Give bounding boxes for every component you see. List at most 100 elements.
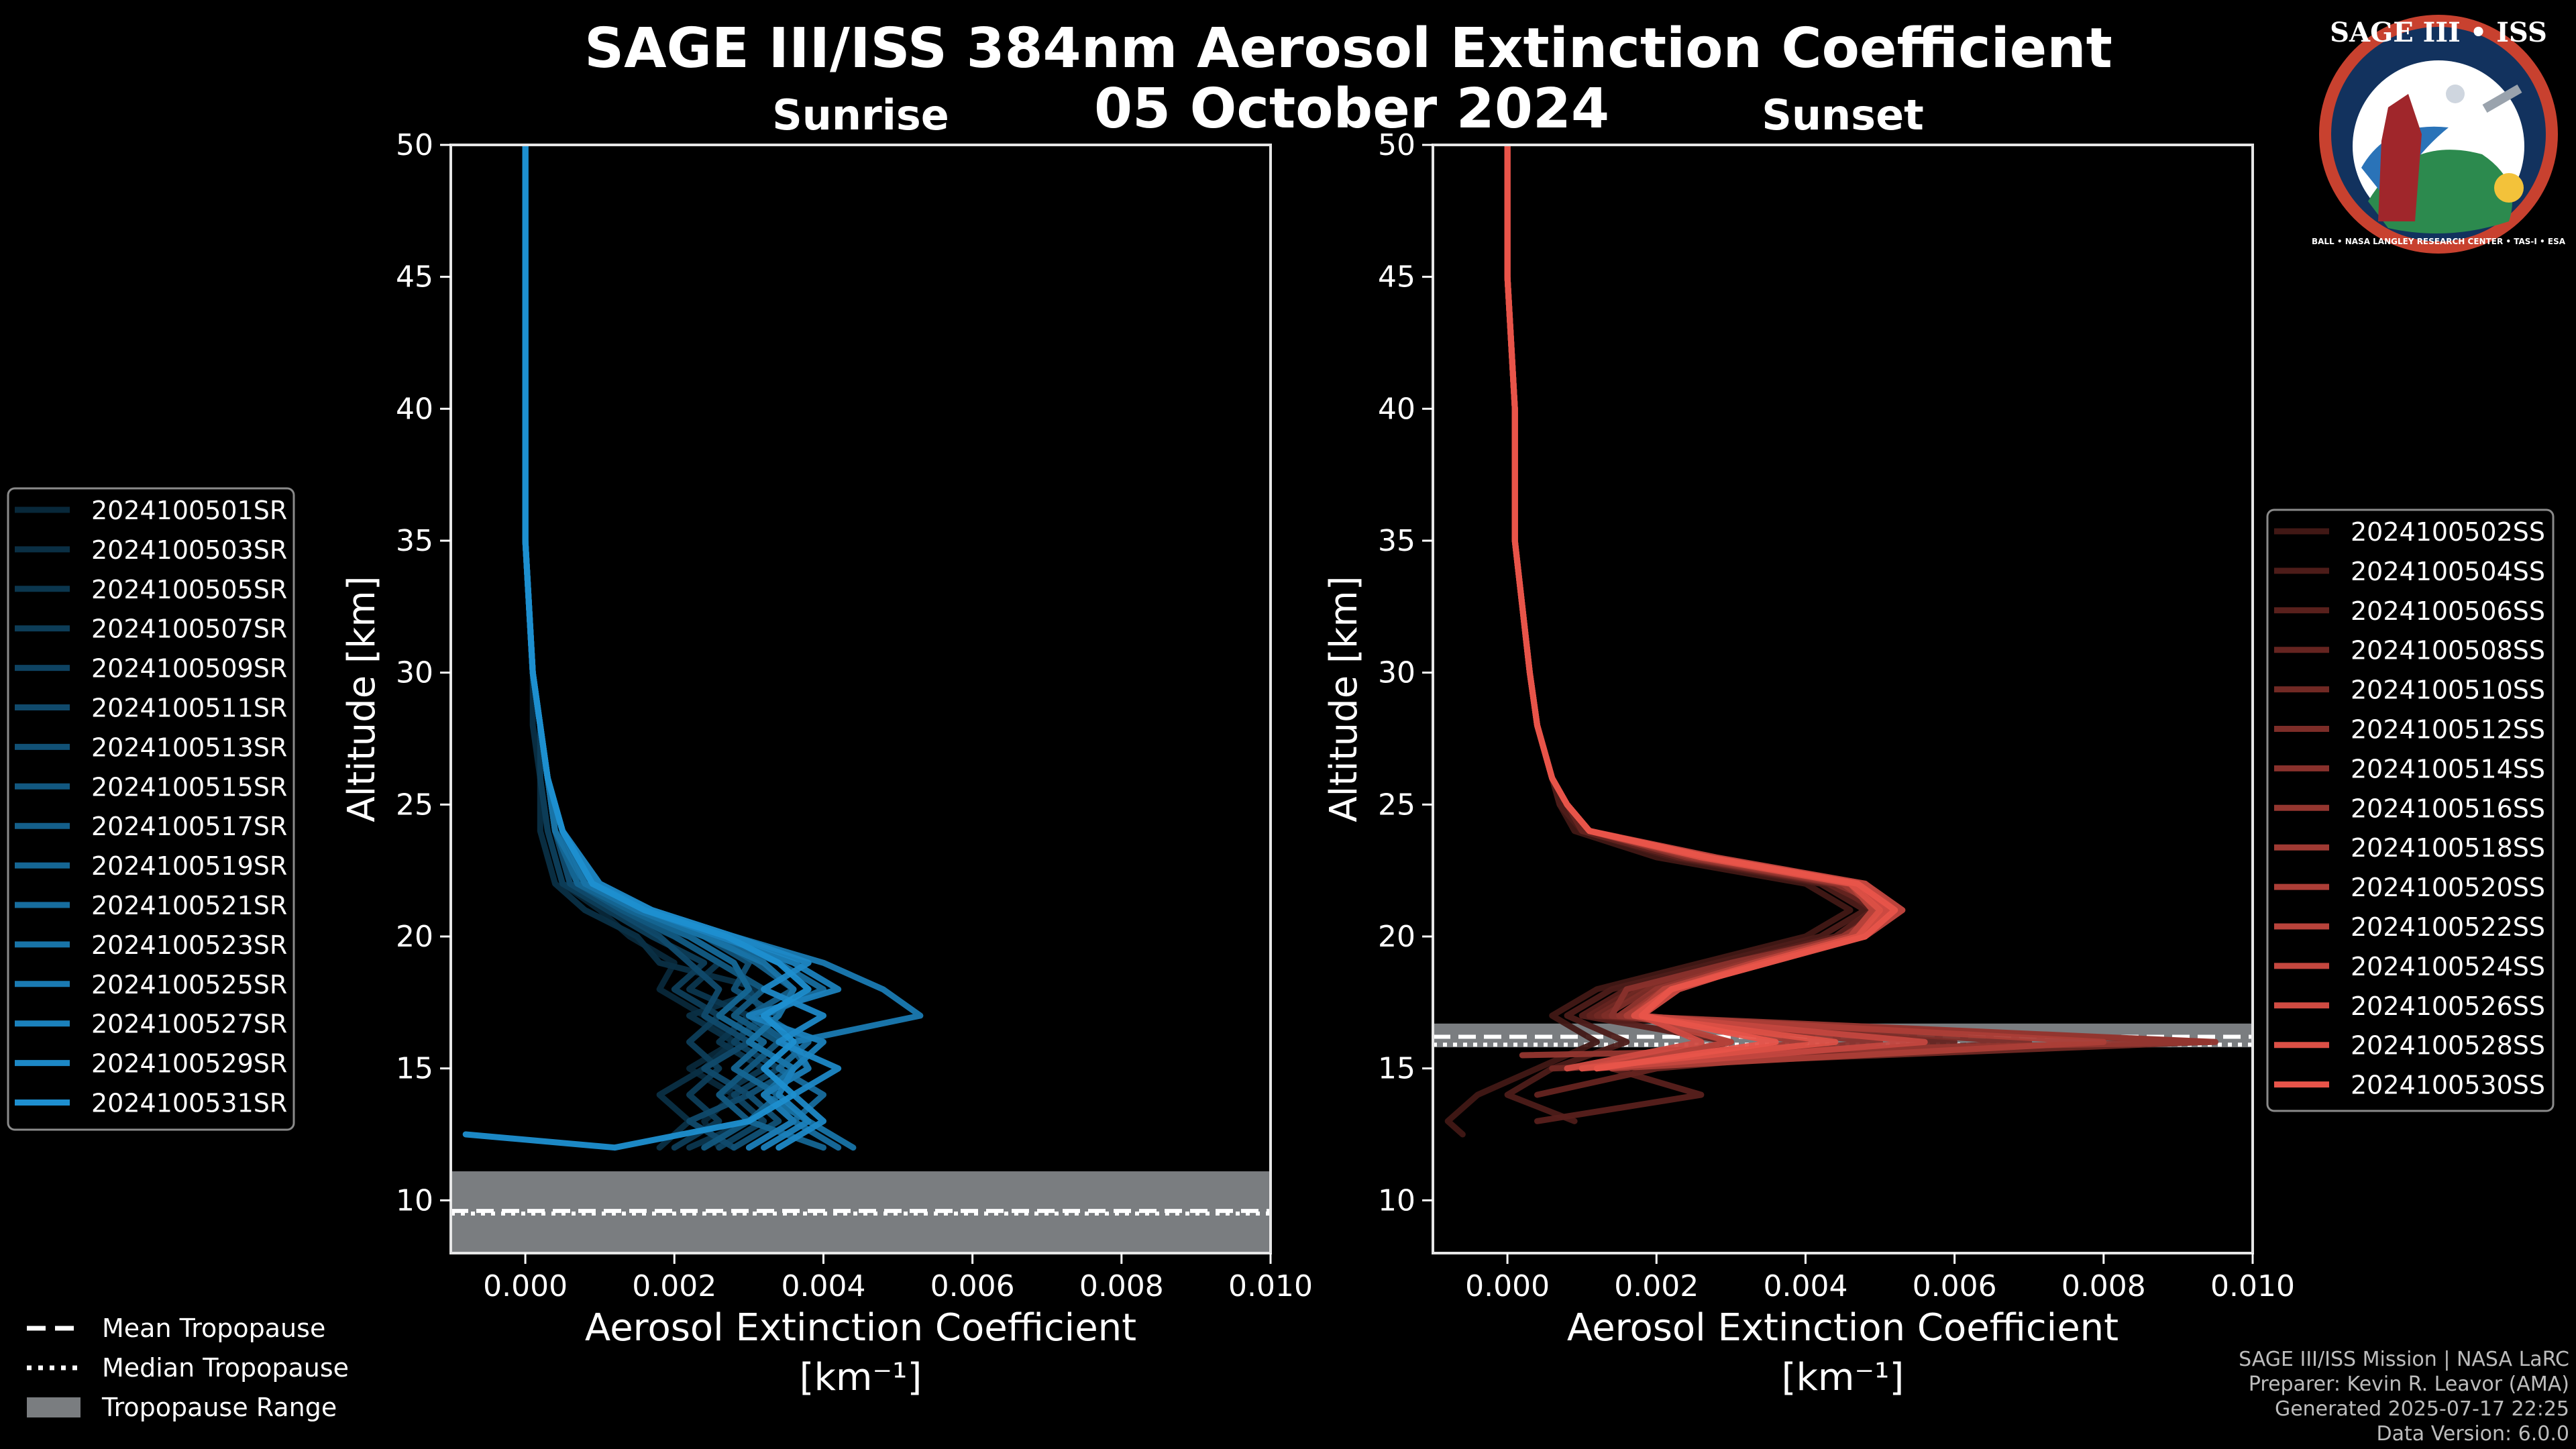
y-tick-label: 50: [396, 128, 433, 162]
y-tick-label: 40: [396, 392, 433, 426]
sunset-x-ticks: 0.000 0.002 0.004 0.006 0.008 0.010: [1465, 1253, 2295, 1303]
sunset-y-label: Altitude [km]: [1322, 576, 1366, 822]
main-title-line2: 05 October 2024: [1094, 77, 1609, 141]
x-tick-label: 0.000: [1465, 1269, 1550, 1303]
legend-label-2024100523SR: 2024100523SR: [91, 930, 287, 960]
legend-label-2024100515SR: 2024100515SR: [91, 772, 287, 802]
sunrise-plot-bg: [451, 145, 1271, 1253]
sunset-x-unit: [km⁻¹]: [1782, 1356, 1904, 1399]
x-tick-label: 0.008: [1079, 1269, 1164, 1303]
sage-iii-iss-logo: SAGE III • ISS BALL • NASA LANGLEY RESEA…: [2312, 15, 2566, 254]
legend-label-2024100521SR: 2024100521SR: [91, 891, 287, 920]
legend-label-2024100501SR: 2024100501SR: [91, 496, 287, 525]
legend-label-2024100507SR: 2024100507SR: [91, 614, 287, 644]
y-tick-label: 25: [1378, 788, 1415, 822]
legend-label-2024100510SS: 2024100510SS: [2351, 676, 2545, 705]
sunrise-subtitle: Sunrise: [772, 91, 949, 140]
mean-tropopause-label: Mean Tropopause: [102, 1313, 325, 1343]
y-tick-label: 40: [1378, 392, 1415, 426]
legend-label-2024100531SR: 2024100531SR: [91, 1089, 287, 1118]
legend-label-2024100520SS: 2024100520SS: [2351, 873, 2545, 902]
sunset-y-ticks: 10 15 20 25 30 35 40 45 50: [1378, 128, 1433, 1218]
median-tropopause-label: Median Tropopause: [102, 1353, 349, 1383]
sunrise-profiles: [462, 145, 924, 1151]
legend-label-2024100514SS: 2024100514SS: [2351, 754, 2545, 784]
y-tick-label: 30: [396, 656, 433, 690]
sunrise-x-label: Aerosol Extinction Coefficient: [585, 1306, 1136, 1350]
legend-label-2024100517SR: 2024100517SR: [91, 812, 287, 841]
wizard-figure-icon: [2378, 94, 2422, 221]
legend-label-2024100526SS: 2024100526SS: [2351, 991, 2545, 1021]
sunset-plot-frame: [1432, 144, 2254, 1254]
legend-label-2024100503SR: 2024100503SR: [91, 535, 287, 565]
sunset-profiles: [1444, 145, 2218, 1138]
profile-2024100530SS: [1504, 145, 1898, 1072]
tropopause-range-swatch: [27, 1397, 80, 1417]
legend-label-2024100519SR: 2024100519SR: [91, 851, 287, 881]
y-tick-label: 15: [396, 1052, 433, 1086]
sunset-plot-bg: [1433, 145, 2253, 1253]
sunrise-legend: 2024100501SR 2024100503SR 2024100505SR 2024…: [7, 487, 295, 1131]
legend-label-2024100530SS: 2024100530SS: [2351, 1071, 2545, 1100]
x-tick-label: 0.002: [632, 1269, 716, 1303]
y-tick-label: 45: [1378, 260, 1415, 294]
x-tick-label: 0.000: [483, 1269, 568, 1303]
x-tick-label: 0.004: [781, 1269, 865, 1303]
legend-label-2024100502SS: 2024100502SS: [2351, 517, 2545, 547]
legend-label-2024100506SS: 2024100506SS: [2351, 596, 2545, 626]
tropopause-legend: Mean Tropopause Median Tropopause Tropop…: [27, 1313, 349, 1422]
y-tick-label: 25: [396, 788, 433, 822]
legend-label-2024100518SS: 2024100518SS: [2351, 833, 2545, 863]
sunrise-y-label: Altitude [km]: [340, 576, 384, 822]
legend-label-2024100525SR: 2024100525SR: [91, 970, 287, 1000]
y-tick-label: 20: [396, 920, 433, 954]
profile-2024100531SR: [462, 145, 812, 1151]
credit-generated: Generated 2025-07-17 22:25: [2275, 1397, 2569, 1421]
x-tick-label: 0.006: [1913, 1269, 1997, 1303]
y-tick-label: 20: [1378, 920, 1415, 954]
sunset-legend-box: [2266, 508, 2555, 1112]
x-tick-label: 0.006: [930, 1269, 1015, 1303]
sunset-subtitle: Sunset: [1762, 91, 1924, 140]
y-tick-label: 50: [1378, 128, 1415, 162]
legend-label-2024100528SS: 2024100528SS: [2351, 1031, 2545, 1061]
sun-icon: [2494, 173, 2524, 203]
legend-label-2024100516SS: 2024100516SS: [2351, 794, 2545, 823]
y-tick-label: 10: [396, 1183, 433, 1218]
sunset-panel: Sunset 0.000 0.002 0.004 0.006 0.008 0.010 10…: [1322, 91, 2295, 1399]
sunrise-legend-box: [7, 487, 295, 1131]
sunrise-tropopause-layer: [451, 1171, 1271, 1253]
sunrise-panel: Sunrise 0.000 0.002 0.004 0.006 0.008 0.010 1…: [340, 91, 1313, 1399]
logo-name: SAGE III • ISS: [2330, 17, 2547, 48]
legend-label-2024100505SR: 2024100505SR: [91, 575, 287, 604]
sunrise-x-unit: [km⁻¹]: [800, 1356, 922, 1399]
x-tick-label: 0.010: [2210, 1269, 2295, 1303]
legend-label-2024100504SS: 2024100504SS: [2351, 557, 2545, 586]
sunset-legend: 2024100502SS 2024100504SS 2024100506SS 2024…: [2266, 508, 2555, 1112]
sunset-legend-entries: 2024100502SS 2024100504SS 2024100506SS 2024…: [2274, 517, 2545, 1100]
credit-mission: SAGE III/ISS Mission | NASA LaRC: [2239, 1348, 2569, 1371]
y-tick-label: 10: [1378, 1183, 1415, 1218]
y-tick-label: 45: [396, 260, 433, 294]
x-tick-label: 0.008: [2061, 1269, 2146, 1303]
main-title-line1: SAGE III/ISS 384nm Aerosol Extinction Co…: [584, 17, 2112, 80]
legend-label-2024100527SR: 2024100527SR: [91, 1010, 287, 1039]
y-tick-label: 35: [396, 524, 433, 558]
legend-label-2024100509SR: 2024100509SR: [91, 654, 287, 684]
credit-preparer: Preparer: Kevin R. Leavor (AMA): [2249, 1373, 2569, 1396]
credit-version: Data Version: 6.0.0: [2377, 1422, 2569, 1446]
legend-label-2024100508SS: 2024100508SS: [2351, 636, 2545, 665]
sunrise-y-ticks: 10 15 20 25 30 35 40 45 50: [396, 128, 451, 1218]
y-tick-label: 35: [1378, 524, 1415, 558]
sunrise-legend-entries: 2024100501SR 2024100503SR 2024100505SR 2024…: [15, 496, 287, 1118]
legend-label-2024100529SR: 2024100529SR: [91, 1049, 287, 1079]
sunset-x-label: Aerosol Extinction Coefficient: [1567, 1306, 2118, 1350]
legend-label-2024100522SS: 2024100522SS: [2351, 912, 2545, 942]
y-tick-label: 30: [1378, 656, 1415, 690]
x-tick-label: 0.010: [1228, 1269, 1313, 1303]
logo-ring-text: BALL • NASA LANGLEY RESEARCH CENTER • TA…: [2312, 237, 2566, 246]
legend-label-2024100513SR: 2024100513SR: [91, 733, 287, 762]
space-station-icon: [2482, 84, 2522, 113]
legend-label-2024100524SS: 2024100524SS: [2351, 952, 2545, 981]
moon-icon: [2446, 85, 2465, 103]
